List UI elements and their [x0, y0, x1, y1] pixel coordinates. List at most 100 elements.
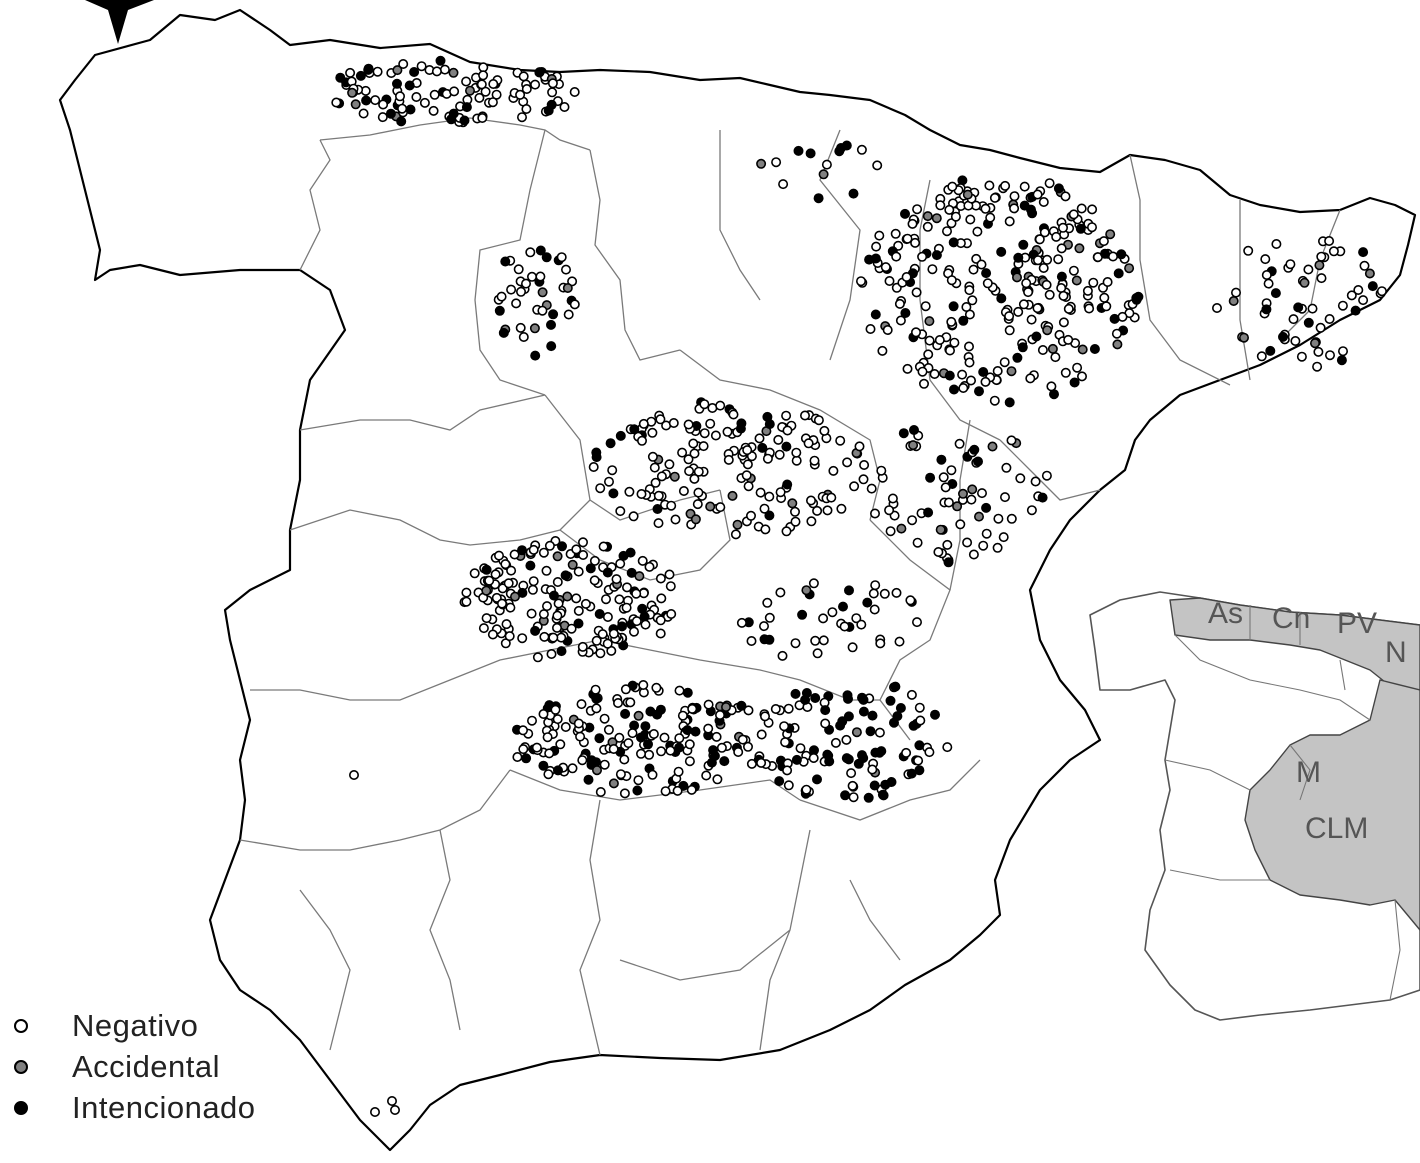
point-negativo — [578, 549, 589, 560]
point-intencionado — [841, 753, 852, 764]
point-negativo — [666, 608, 677, 619]
point-accidental — [481, 585, 492, 596]
point-negativo — [552, 576, 563, 587]
point-negativo — [541, 565, 552, 576]
point-negativo — [521, 104, 532, 115]
point-negativo — [577, 641, 588, 652]
point-negativo — [1051, 231, 1062, 242]
point-negativo — [490, 569, 501, 580]
point-negativo — [742, 445, 753, 456]
point-negativo — [589, 575, 600, 586]
point-accidental — [1006, 366, 1017, 377]
point-accidental — [727, 490, 738, 501]
point-negativo — [882, 324, 893, 335]
point-intencionado — [853, 758, 864, 769]
point-negativo — [842, 457, 853, 468]
point-negativo — [635, 748, 646, 759]
point-negativo — [389, 1105, 400, 1116]
point-negativo — [591, 635, 602, 646]
inset-label-m: M — [1296, 756, 1321, 789]
point-accidental — [1239, 332, 1250, 343]
point-intencionado — [682, 725, 693, 736]
point-negativo — [512, 751, 523, 762]
point-intencionado — [498, 327, 509, 338]
point-intencionado — [878, 790, 889, 801]
point-intencionado — [1018, 239, 1029, 250]
point-negativo — [917, 366, 928, 377]
point-negativo — [640, 619, 651, 630]
point-negativo — [698, 441, 709, 452]
point-intencionado — [629, 424, 640, 435]
point-intencionado — [914, 740, 925, 751]
north-arrow-icon — [85, 0, 154, 44]
point-negativo — [869, 604, 880, 615]
point-negativo — [649, 462, 660, 473]
point-negativo — [531, 742, 542, 753]
point-negativo — [548, 632, 559, 643]
point-negativo — [1033, 255, 1044, 266]
point-negativo — [795, 743, 806, 754]
point-negativo — [1015, 473, 1026, 484]
point-negativo — [999, 357, 1010, 368]
point-negativo — [595, 648, 606, 659]
point-intencionado — [560, 570, 571, 581]
point-negativo — [915, 715, 926, 726]
point-negativo — [461, 76, 472, 87]
point-negativo — [943, 497, 954, 508]
point-negativo — [957, 369, 968, 380]
point-negativo — [978, 540, 989, 551]
point-intencionado — [586, 755, 597, 766]
point-intencionado — [552, 765, 563, 776]
point-negativo — [992, 542, 1003, 553]
point-negativo — [1337, 300, 1348, 311]
point-accidental — [787, 498, 798, 509]
point-intencionado — [944, 370, 955, 381]
point-negativo — [944, 204, 955, 215]
point-negativo — [684, 756, 695, 767]
point-negativo — [428, 105, 439, 116]
point-negativo — [693, 487, 704, 498]
point-negativo — [867, 764, 878, 775]
point-negativo — [651, 682, 662, 693]
point-negativo — [1082, 285, 1093, 296]
point-negativo — [461, 596, 472, 607]
point-intencionado — [534, 67, 545, 78]
point-negativo — [1044, 178, 1055, 189]
point-accidental — [952, 501, 963, 512]
point-intencionado — [1013, 252, 1024, 263]
point-negativo — [1004, 216, 1015, 227]
point-negativo — [1338, 346, 1349, 357]
point-negativo — [535, 271, 546, 282]
point-intencionado — [908, 424, 919, 435]
point-negativo — [906, 689, 917, 700]
point-negativo — [526, 715, 537, 726]
point-negativo — [515, 286, 526, 297]
point-negativo — [398, 58, 409, 69]
point-intencionado — [573, 618, 584, 629]
point-negativo — [484, 575, 495, 586]
point-intencionado — [870, 309, 881, 320]
point-negativo — [589, 555, 600, 566]
point-intencionado — [690, 726, 701, 737]
point-intencionado — [936, 454, 947, 465]
point-intencionado — [1089, 343, 1100, 354]
point-negativo — [1076, 203, 1087, 214]
point-negativo — [1324, 236, 1335, 247]
point-intencionado — [813, 193, 824, 204]
point-negativo — [799, 410, 810, 421]
point-intencionado — [635, 732, 646, 743]
point-intencionado — [591, 693, 602, 704]
point-negativo — [774, 449, 785, 460]
point-negativo — [1111, 328, 1122, 339]
point-accidental — [957, 488, 968, 499]
point-negativo — [493, 550, 504, 561]
inset-region-clm — [1244, 679, 1420, 931]
point-negativo — [736, 617, 747, 628]
point-intencionado — [1270, 288, 1281, 299]
point-negativo — [1359, 260, 1370, 271]
point-negativo — [469, 568, 480, 579]
point-negativo — [756, 729, 767, 740]
point-negativo — [520, 278, 531, 289]
point-intencionado — [405, 104, 416, 115]
